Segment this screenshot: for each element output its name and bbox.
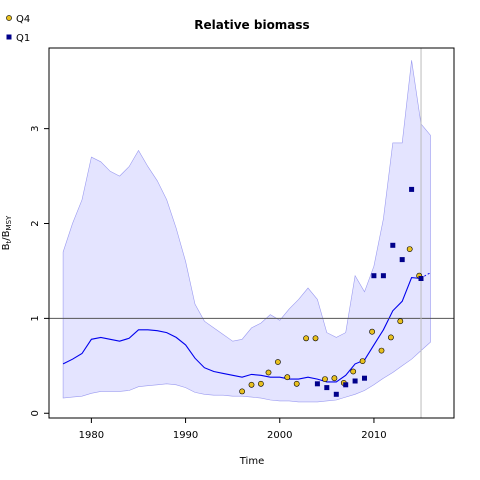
y-axis-title-sep: /B [1,230,12,240]
axes: 1980 1990 2000 2010 0 1 2 3 [30,125,387,441]
y-tick-label: 2 [30,220,41,226]
q4-point [265,369,272,376]
x-tick-label: 2010 [361,430,386,441]
x-axis-title: Time [239,456,264,467]
q1-point [362,375,367,381]
q4-point [293,380,300,387]
q1-point [343,382,349,388]
q1-point [380,273,386,279]
projection-line [420,272,431,279]
q1-point [399,257,405,263]
plot-frame [48,47,455,419]
q4-point [322,376,328,382]
q4-point [378,347,385,354]
q4-point [248,381,255,388]
q4-point [331,375,338,382]
q4-point [239,388,245,395]
q4-point [359,358,366,364]
q1-point [333,391,339,397]
legend-q1-label: Q1 [16,33,30,44]
q4-point [350,368,357,375]
q1-point [418,276,424,281]
confidence-band-area [62,60,431,403]
reference-lines [49,48,454,418]
q1-point [324,385,330,391]
legend-q4-marker [6,15,12,21]
q1-point [371,273,377,279]
q4-point [303,335,309,342]
legend-q1-marker [6,34,12,40]
y-axis-title-main: B [1,243,12,250]
y-axis-title-sub1: t [5,240,13,243]
y-axis-title: Bt/BMSY [1,215,13,250]
q4-point [274,359,281,365]
q1-point [409,186,415,192]
legend-q4-label: Q4 [16,14,30,25]
q1-point [352,378,358,384]
x-tick-label: 1980 [79,430,104,441]
x-tick-label: 2000 [267,430,292,441]
confidence-band [62,60,431,403]
chart-title: Relative biomass [194,18,309,32]
legend: Q4 Q1 [6,14,30,44]
q4-point [397,318,404,325]
q1-point [390,242,396,248]
q4-point [312,335,319,342]
y-axis-title-sub2: MSY [5,215,13,230]
y-tick-label: 3 [30,125,41,131]
y-tick-label: 0 [30,410,41,416]
q4-point [406,246,413,252]
q4-point [284,374,291,381]
survey-points [239,186,424,397]
q4-point [387,334,394,341]
q4-point [369,328,375,335]
q1-point [314,381,320,387]
x-tick-label: 1990 [173,430,198,441]
q4-point [257,380,264,387]
y-tick-label: 1 [30,315,41,321]
